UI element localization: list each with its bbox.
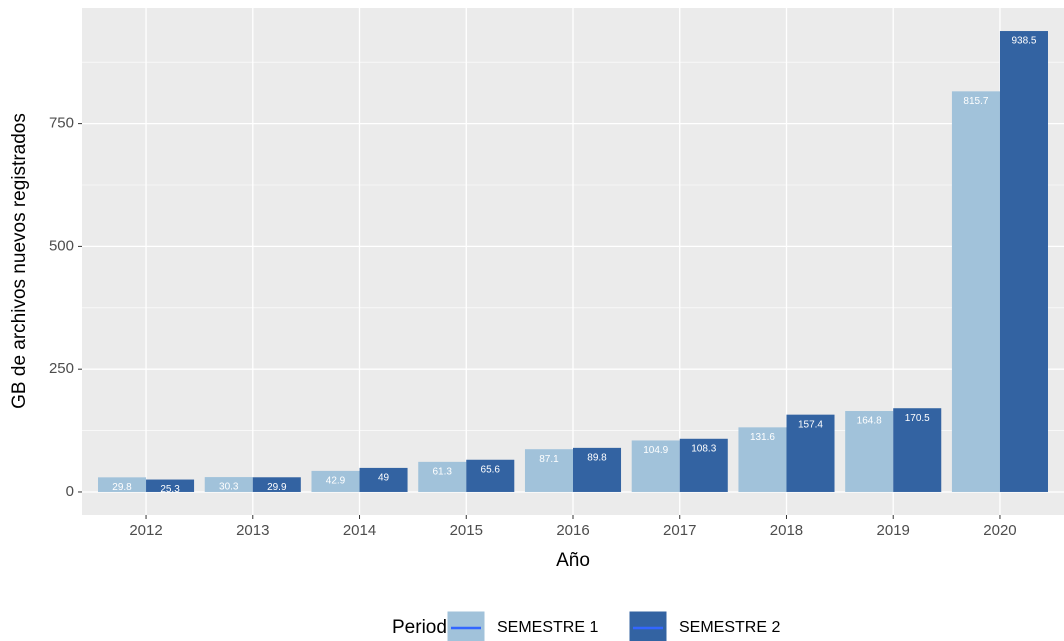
x-tick-label: 2015 [450,522,483,539]
bar [524,449,573,492]
y-tick-label: 250 [49,360,74,377]
y-tick-label: 500 [49,237,74,254]
value-label: 29.8 [112,482,132,493]
bar [311,470,360,492]
value-label: 131.6 [750,432,775,443]
bar [146,479,195,492]
legend-label: SEMESTRE 2 [679,619,780,636]
bar [252,477,301,492]
bar [359,467,408,492]
y-axis-title: GB de archivos nuevos registrados [9,113,30,409]
value-label: 65.6 [481,464,501,475]
value-label: 157.4 [798,419,823,430]
value-label: 87.1 [539,454,559,465]
value-label: 25.3 [160,484,180,495]
x-tick-label: 2013 [236,522,269,539]
value-label: 30.3 [219,482,239,493]
bar [951,91,1000,492]
value-label: 815.7 [963,96,988,107]
bar [999,31,1048,492]
value-label: 108.3 [691,443,716,454]
legend-title: Periodo [392,617,458,638]
x-axis-title: Año [556,550,590,571]
bar [786,414,835,492]
bar [845,411,894,492]
bar [679,438,728,492]
value-label: 29.9 [267,482,287,493]
x-tick-label: 2019 [877,522,910,539]
bar [631,440,680,492]
bar [98,477,147,492]
bar [466,459,515,492]
bar [738,427,787,492]
x-tick-label: 2012 [129,522,162,539]
x-tick-label: 2017 [663,522,696,539]
value-label: 164.8 [857,416,882,427]
bar [893,408,942,492]
value-label: 89.8 [587,453,607,464]
value-label: 49 [378,473,390,484]
y-tick-label: 0 [66,483,74,500]
bar [418,461,467,492]
bar [204,477,253,492]
legend-key [446,610,486,641]
x-tick-label: 2018 [770,522,803,539]
value-label: 938.5 [1011,36,1036,47]
x-tick-label: 2016 [556,522,589,539]
x-tick-label: 2020 [983,522,1016,539]
legend-label: SEMESTRE 1 [497,619,598,636]
x-tick-label: 2014 [343,522,376,539]
value-label: 170.5 [905,413,930,424]
bar [573,447,622,492]
value-label: 104.9 [643,445,668,456]
value-label: 42.9 [326,476,346,487]
value-label: 61.3 [433,466,453,477]
y-tick-label: 750 [49,115,74,132]
legend-key [628,610,668,641]
